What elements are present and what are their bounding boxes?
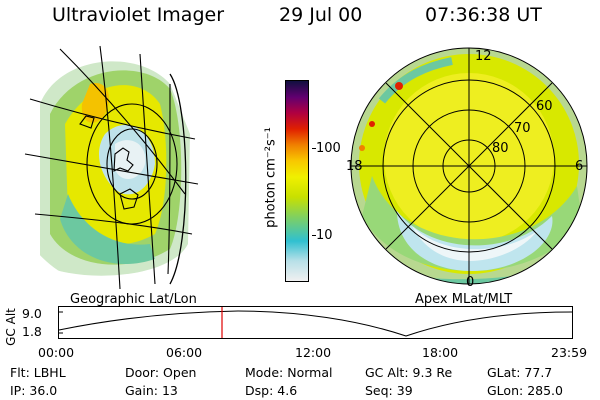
altitude-xtick-0600: 06:00 bbox=[166, 345, 203, 360]
altitude-xtick-2359: 23:59 bbox=[551, 345, 588, 360]
status-value: 36.0 bbox=[29, 383, 58, 398]
status-value: Normal bbox=[287, 365, 333, 380]
date-label: 29 Jul 00 bbox=[279, 4, 363, 26]
status-key: IP: bbox=[10, 383, 26, 398]
status-key: Flt: bbox=[10, 365, 30, 380]
status-dsp: Dsp: 4.6 bbox=[245, 383, 297, 398]
geographic-image bbox=[24, 45, 199, 289]
status-key: GLon: bbox=[487, 383, 524, 398]
colorbar-tick-10: 10 bbox=[316, 228, 333, 243]
altitude-ytick-high: 9.0 bbox=[22, 306, 42, 321]
status-mode: Mode: Normal bbox=[245, 365, 333, 380]
status-seq: Seq: 39 bbox=[365, 383, 413, 398]
status-value: Open bbox=[163, 365, 197, 380]
mlt-label-0: 0 bbox=[466, 275, 474, 290]
colorbar bbox=[285, 80, 309, 282]
status-value: 13 bbox=[161, 383, 178, 398]
altitude-xtick-1800: 18:00 bbox=[422, 345, 459, 360]
colorbar-tick-mark bbox=[312, 148, 316, 149]
status-key: Dsp: bbox=[245, 383, 274, 398]
mlt-label-6: 6 bbox=[575, 159, 583, 174]
left-panel-caption: Geographic Lat/Lon bbox=[70, 292, 197, 307]
mlt-label-18: 18 bbox=[346, 159, 363, 174]
status-key: Gain: bbox=[125, 383, 158, 398]
altitude-plot bbox=[58, 306, 573, 339]
status-value: 4.6 bbox=[277, 383, 298, 398]
lat-label-70: 70 bbox=[514, 121, 531, 136]
altitude-xtick-0000: 00:00 bbox=[38, 345, 75, 360]
altitude-xtick-1200: 12:00 bbox=[295, 345, 332, 360]
status-gain: Gain: 13 bbox=[125, 383, 178, 398]
status-key: GC Alt: bbox=[365, 365, 409, 380]
colorbar-tick-100: 100 bbox=[316, 141, 341, 156]
status-key: GLat: bbox=[487, 365, 521, 380]
status-door: Door: Open bbox=[125, 365, 196, 380]
status-value: 77.7 bbox=[524, 365, 553, 380]
status-glat: GLat: 77.7 bbox=[487, 365, 552, 380]
instrument-title: Ultraviolet Imager bbox=[52, 4, 225, 26]
status-ip: IP: 36.0 bbox=[10, 383, 57, 398]
colorbar-unit-label: photon cm⁻²s⁻¹ bbox=[263, 127, 279, 228]
status-value: LBHL bbox=[33, 365, 66, 380]
status-key: Door: bbox=[125, 365, 160, 380]
polar-image: 12 18 6 0 60 70 80 bbox=[346, 47, 588, 290]
status-value: 9.3 Re bbox=[412, 365, 453, 380]
status-value: 285.0 bbox=[527, 383, 563, 398]
status-glon: GLon: 285.0 bbox=[487, 383, 563, 398]
status-flt: Flt: LBHL bbox=[10, 365, 66, 380]
altitude-ylabel: GC Alt bbox=[4, 308, 18, 346]
status-gc-alt: GC Alt: 9.3 Re bbox=[365, 365, 452, 380]
colorbar-tick-mark bbox=[312, 235, 316, 236]
altitude-ytick-low: 1.8 bbox=[22, 324, 42, 339]
status-key: Seq: bbox=[365, 383, 393, 398]
time-label: 07:36:38 UT bbox=[425, 4, 542, 26]
status-key: Mode: bbox=[245, 365, 284, 380]
lat-label-80: 80 bbox=[492, 141, 509, 156]
mlt-label-12: 12 bbox=[475, 49, 492, 64]
right-panel-caption: Apex MLat/MLT bbox=[415, 292, 513, 307]
lat-label-60: 60 bbox=[536, 99, 553, 114]
status-value: 39 bbox=[396, 383, 413, 398]
